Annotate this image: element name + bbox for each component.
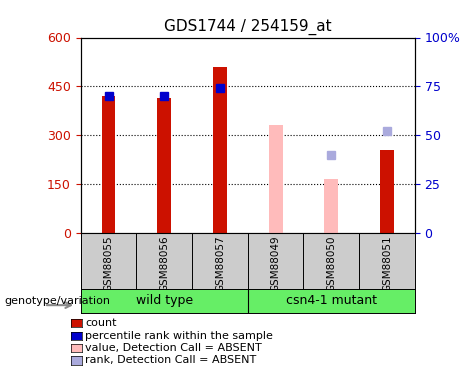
Text: GSM88050: GSM88050: [326, 236, 337, 292]
Text: wild type: wild type: [136, 294, 193, 307]
Bar: [325, 179, 338, 232]
Text: rank, Detection Call = ABSENT: rank, Detection Call = ABSENT: [85, 356, 256, 365]
Text: count: count: [85, 318, 117, 328]
Bar: [157, 98, 171, 232]
Text: GSM88049: GSM88049: [271, 236, 281, 292]
Text: GSM88057: GSM88057: [215, 236, 225, 292]
Bar: [269, 125, 283, 232]
Text: value, Detection Call = ABSENT: value, Detection Call = ABSENT: [85, 343, 262, 353]
Bar: [101, 96, 116, 232]
Title: GDS1744 / 254159_at: GDS1744 / 254159_at: [164, 18, 331, 35]
Text: GSM88055: GSM88055: [104, 236, 113, 292]
Text: genotype/variation: genotype/variation: [5, 296, 111, 306]
Bar: [213, 67, 227, 232]
Text: GSM88056: GSM88056: [159, 236, 169, 292]
Text: percentile rank within the sample: percentile rank within the sample: [85, 331, 273, 340]
Text: csn4-1 mutant: csn4-1 mutant: [286, 294, 377, 307]
Bar: [380, 150, 394, 232]
Text: GSM88051: GSM88051: [382, 236, 392, 292]
